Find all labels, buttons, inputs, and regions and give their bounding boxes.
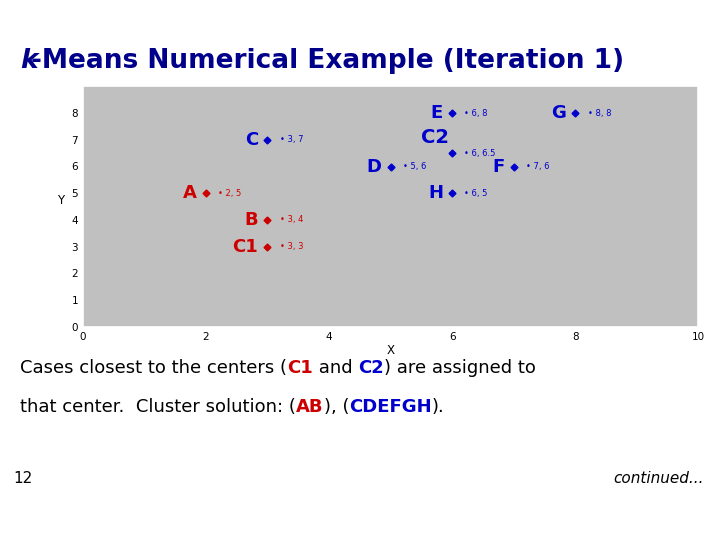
Text: • 6, 5: • 6, 5 (464, 188, 488, 198)
Text: ) are assigned to: ) are assigned to (384, 359, 536, 377)
Text: • 6, 8: • 6, 8 (464, 109, 488, 118)
Text: C: C (245, 131, 258, 149)
Text: • 5, 6: • 5, 6 (403, 162, 426, 171)
Text: and: and (313, 359, 359, 377)
Text: CDEFGH: CDEFGH (349, 398, 432, 416)
Text: Cases closest to the centers (: Cases closest to the centers ( (20, 359, 287, 377)
Text: B: B (245, 211, 258, 229)
Text: • 2, 5: • 2, 5 (218, 188, 241, 198)
Text: H: H (428, 184, 443, 202)
Text: 12: 12 (13, 471, 32, 486)
Text: continued...: continued... (613, 471, 704, 486)
Text: • 8, 8: • 8, 8 (588, 109, 611, 118)
Text: k: k (20, 49, 37, 75)
Text: E: E (431, 104, 443, 122)
Text: C2: C2 (421, 127, 449, 147)
Text: -Means Numerical Example (Iteration 1): -Means Numerical Example (Iteration 1) (32, 49, 624, 75)
Text: AB: AB (296, 398, 323, 416)
Text: C2: C2 (359, 359, 384, 377)
Text: • 3, 4: • 3, 4 (280, 215, 303, 225)
Text: ), (: ), ( (323, 398, 349, 416)
X-axis label: X: X (387, 345, 395, 357)
Text: C1: C1 (233, 238, 258, 255)
Y-axis label: Y: Y (57, 193, 64, 206)
Text: • 7, 6: • 7, 6 (526, 162, 549, 171)
Text: F: F (492, 158, 505, 176)
Text: ).: ). (432, 398, 444, 416)
Text: A: A (183, 184, 197, 202)
Text: C1: C1 (287, 359, 313, 377)
Text: G: G (552, 104, 566, 122)
Text: • 6, 6.5: • 6, 6.5 (464, 148, 496, 158)
Text: • 3, 3: • 3, 3 (280, 242, 303, 251)
Text: D: D (366, 158, 382, 176)
Text: • 3, 7: • 3, 7 (280, 136, 303, 144)
Text: that center.  Cluster solution: (: that center. Cluster solution: ( (20, 398, 296, 416)
